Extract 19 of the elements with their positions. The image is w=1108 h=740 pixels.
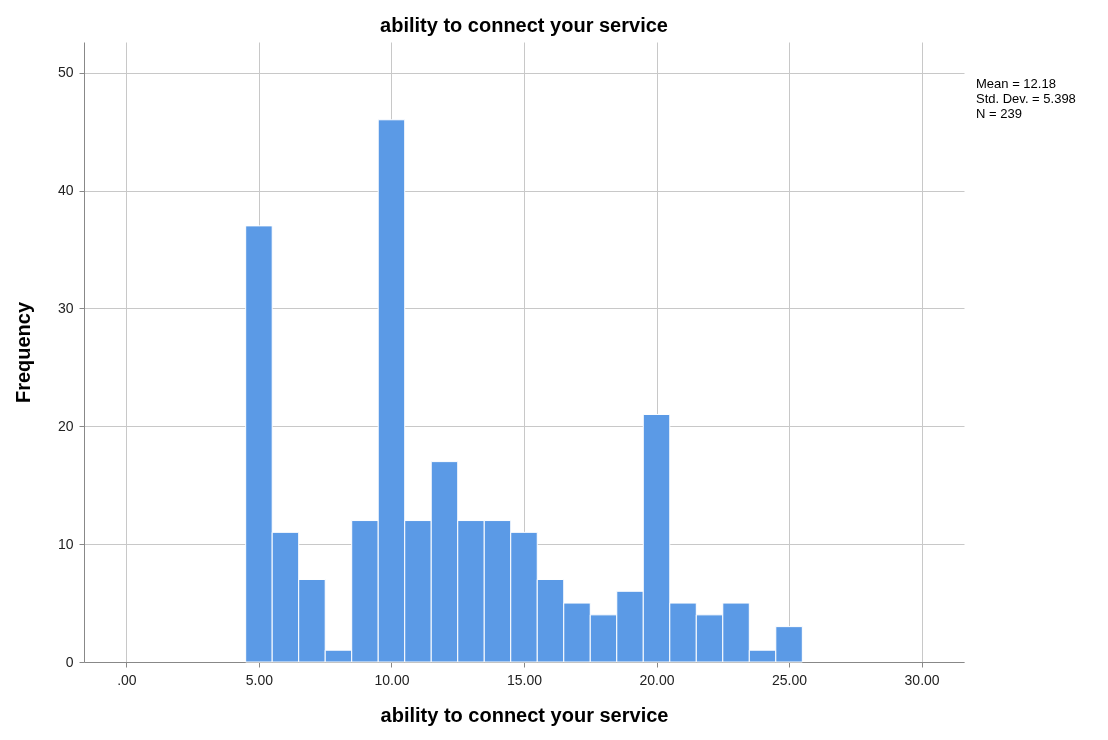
x-tick-label: 10.00 <box>374 671 410 688</box>
x-tick-label: 30.00 <box>904 671 940 688</box>
y-tick-label: 30 <box>57 299 74 316</box>
y-tick-label: 10 <box>57 535 74 552</box>
x-tick-label: 25.00 <box>772 671 808 688</box>
x-tick-label: 15.00 <box>506 671 543 688</box>
y-axis-title: Frequency <box>11 301 34 404</box>
x-tick-label: 20.00 <box>639 671 675 688</box>
text: Std. Dev. = 5.398 <box>976 91 1076 106</box>
y-tick-label: 0 <box>65 653 74 670</box>
y-tick-label: 50 <box>57 64 74 81</box>
x-tick-label: .00 <box>117 671 137 688</box>
text: Mean = 12.18 <box>976 76 1057 91</box>
chart-title: ability to connect your service <box>380 14 668 36</box>
y-tick-label: 20 <box>57 417 74 434</box>
text: N = 239 <box>976 106 1023 121</box>
x-tick-label: 5.00 <box>245 671 274 688</box>
x-axis-title: ability to connect your service <box>380 703 669 726</box>
y-tick-label: 40 <box>57 182 74 199</box>
